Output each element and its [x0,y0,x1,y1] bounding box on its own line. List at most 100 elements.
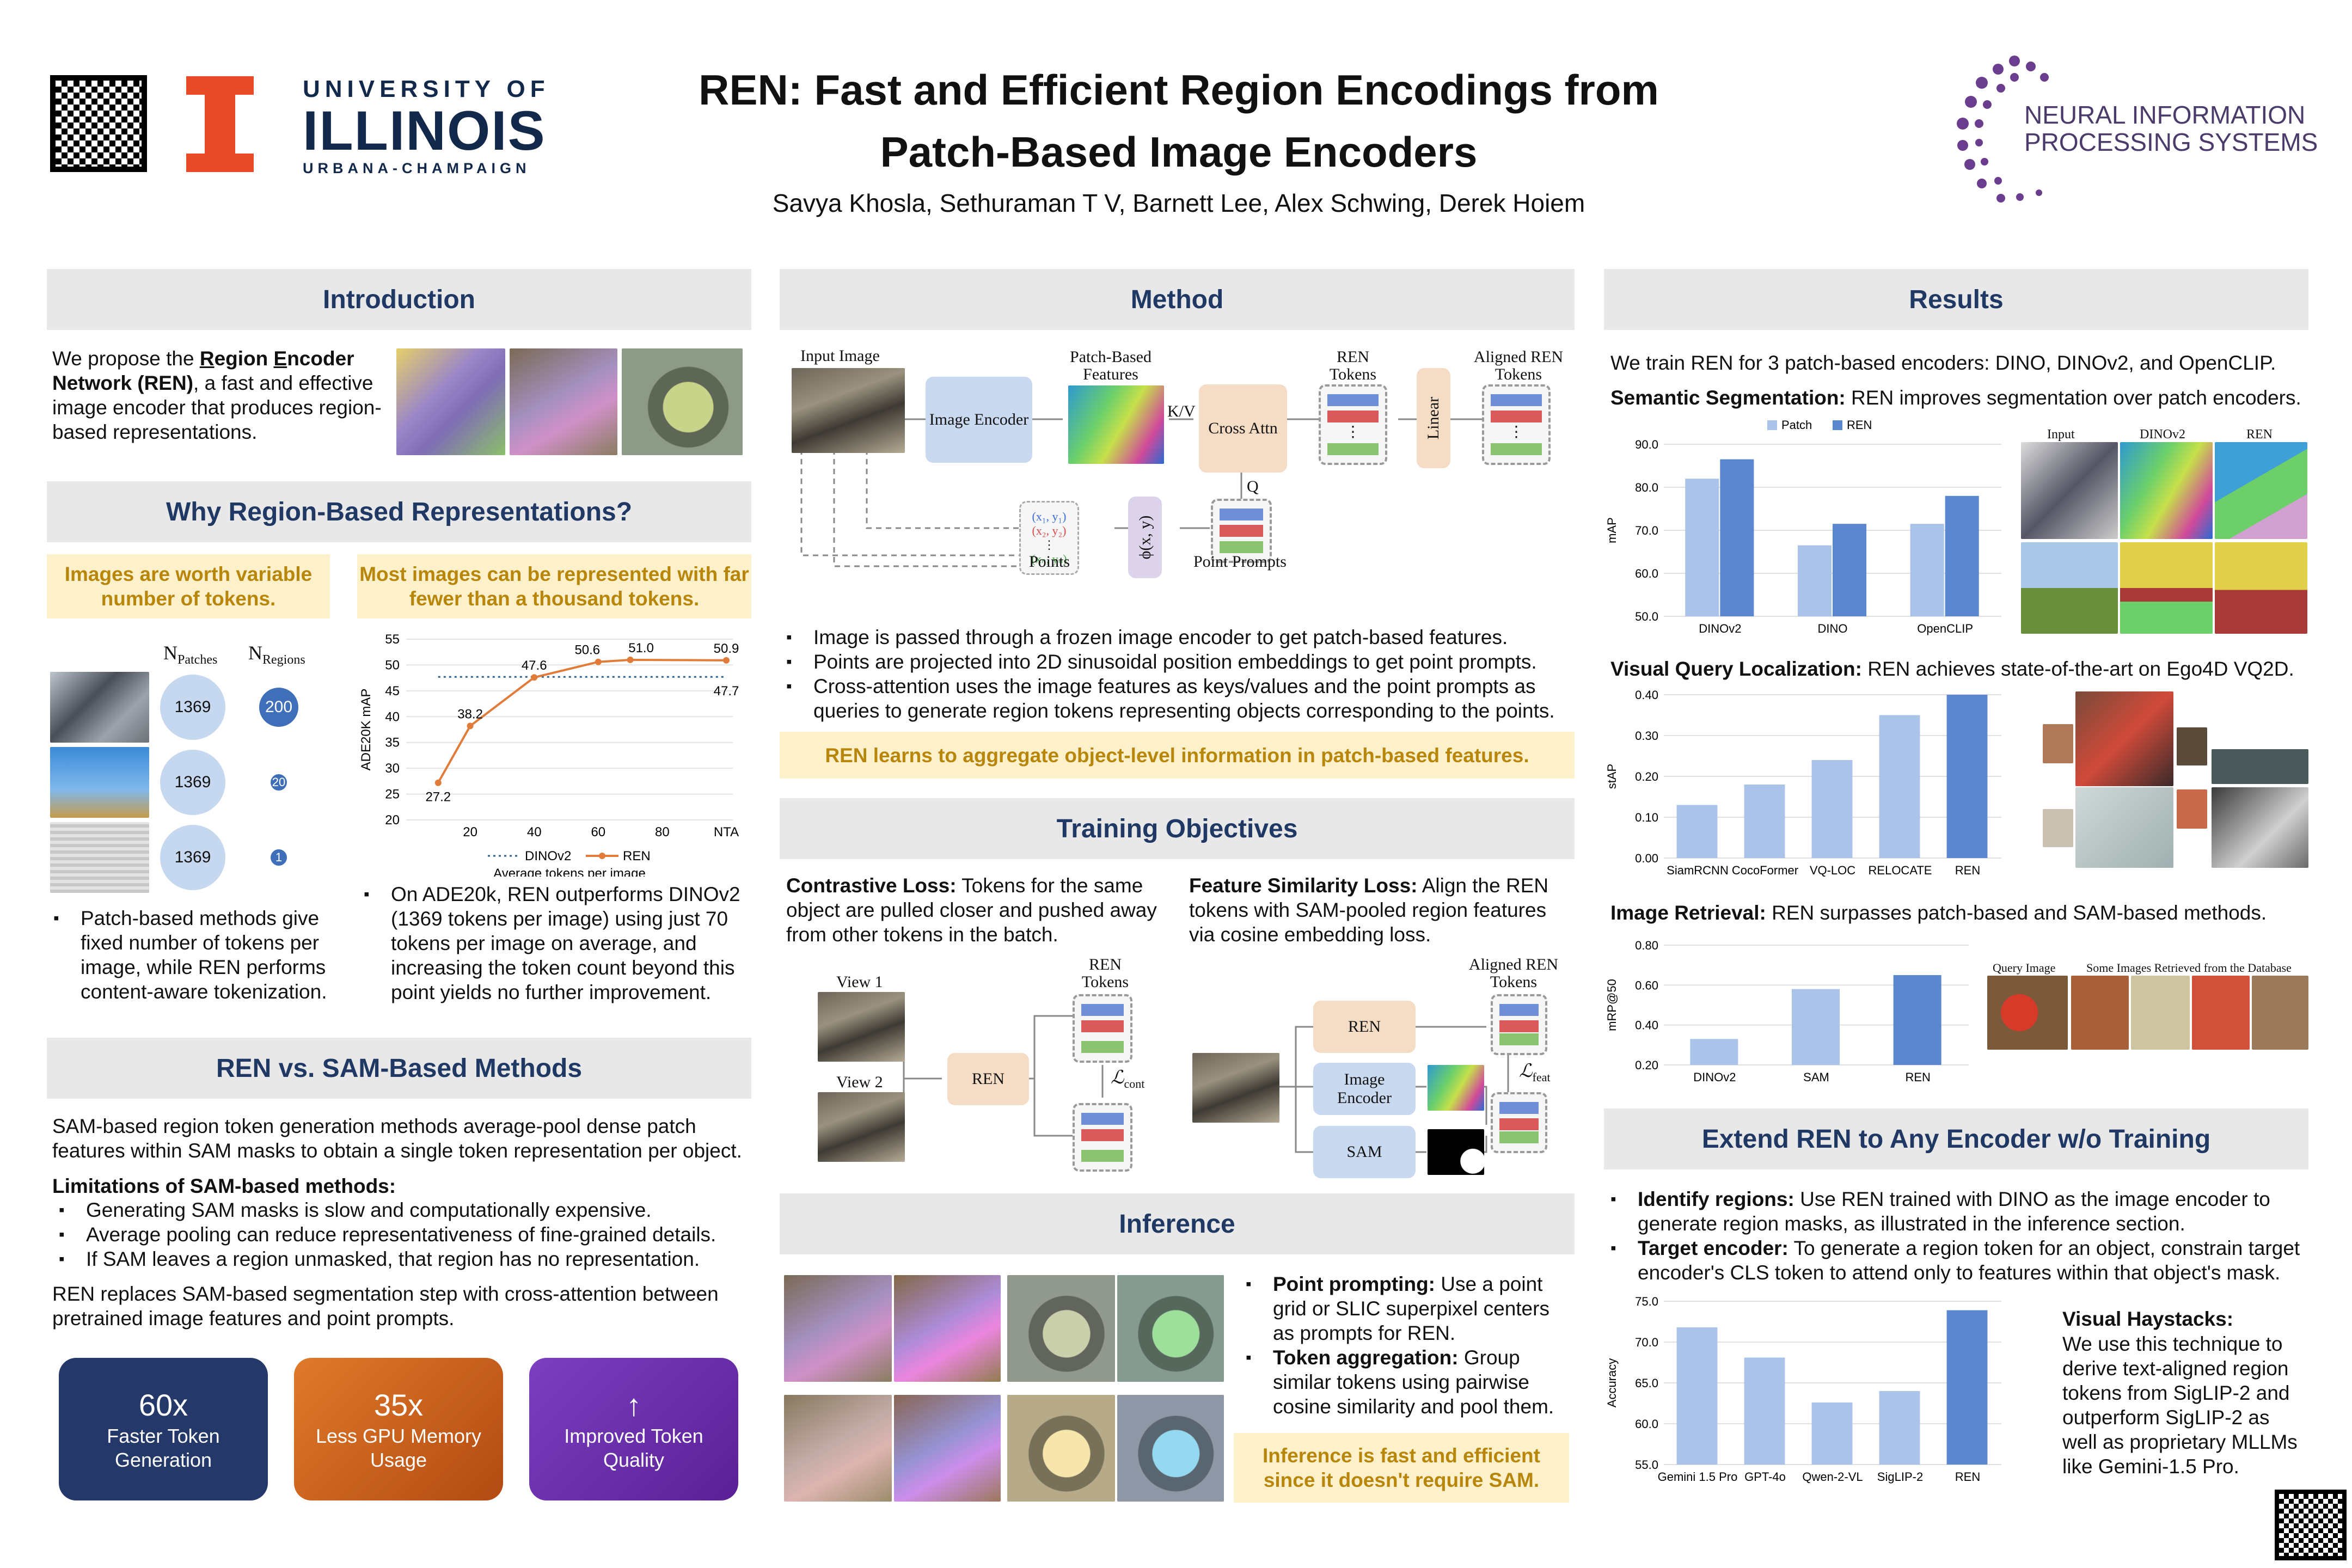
l-cont-sym: ℒ [1111,1068,1124,1088]
y-tick-label: 25 [385,787,400,802]
why-bullet-right-list: On ADE20k, REN outperforms DINOv2 (1369 … [357,882,751,1004]
why-image-blank [50,822,149,893]
authors: Savya Khosla, Sethuraman T V, Barnett Le… [772,189,1585,217]
ret-caption: Image Retrieval: REN surpasses patch-bas… [1610,901,2307,925]
legend-swatch [1767,420,1777,430]
ren-tokens-label: REN Tokens [1329,348,1377,383]
seg-ren-2 [2215,542,2307,634]
legend-ren-label: REN [623,849,651,863]
view2-image [818,1092,905,1162]
intro-ncoder: ncoder [287,347,354,370]
title-line1: REN: Fast and Efficient Region Encodings… [699,66,1659,114]
bar-ren [1946,1310,1988,1465]
why-callout-right: Most images can be represented with far … [357,554,751,618]
sam-limit-1: Generating SAM masks is slow and computa… [52,1198,755,1222]
contrastive-diagram: View 1 View 2 REN REN Tokens ℒcont [784,956,1176,1174]
bar-siglip-2 [1879,1391,1920,1465]
neurips-line1: NEURAL INFORMATION [2024,101,2306,129]
bar-dinov2 [1690,1039,1738,1065]
card-quality-arrow-icon: ↑ [626,1388,641,1422]
ret-query-label: Query Image [1993,961,2056,975]
inference-callout: Inference is fast and efficient since it… [1234,1433,1569,1503]
vq-image-5 [2043,809,2073,847]
uiuc-line1: UNIVERSITY OF [303,76,550,102]
bar-dino [1833,524,1867,616]
ren-point [595,658,602,665]
bar-siamrcnn [1676,805,1718,858]
neurips-wordmark: NEURAL INFORMATION PROCESSING SYSTEMS [2024,101,2318,156]
ren-point [434,779,442,786]
y-tick-label: 60.0 [1635,567,1658,580]
y-tick-label: 0.40 [1635,688,1658,702]
y-tick-label: 45 [385,684,400,699]
y-tick-label: 0.40 [1635,1019,1658,1032]
inference-cat-1 [784,1275,892,1382]
contrastive-tokens-label: REN Tokens [1081,955,1129,991]
method-diagram: Input Image Image Encoder Patch-Based Fe… [780,338,1575,578]
regions-count: 200 [265,698,293,716]
ade20k-chart-svg: 20 25 30 35 40 45 50 55 20 40 60 80 NTA Average token… [359,632,739,881]
feature-mask-image [1428,1129,1484,1175]
neurips-line2: PROCESSING SYSTEMS [2024,128,2318,156]
ren-tokens-stack: ⋮ [1319,384,1387,465]
bar-vq-loc [1811,760,1853,858]
x-tick-label: Gemini 1.5 Pro [1658,1470,1738,1484]
card-quality-small: Improved Token Quality [564,1425,703,1471]
y-axis-label: mRP@50 [1605,979,1619,1031]
regions-circle: 1 [271,849,287,866]
legend-label: REN [1847,418,1872,432]
bar-dino [1797,545,1832,616]
vq-chart: 0.00 0.10 0.20 0.30 0.40 stAP SiamRCNN CocoForm… [1604,684,2018,891]
image-encoder-box: Image Encoder [926,377,1032,463]
inference-cat-4 [894,1395,1001,1502]
bar-dinov2 [1720,459,1754,616]
method-bullet-1: Image is passed through a frozen image e… [780,625,1575,650]
intro-image-tire [622,348,743,455]
regions-circle: 20 [271,774,287,791]
intro-heading: Introduction [47,269,751,330]
ren-value-label: 27.2 [425,790,451,805]
x-axis-label: Average tokens per image [493,866,646,877]
x-tick-label: 60 [591,825,605,840]
feature-diagram: REN Image Encoder SAM Aligned REN Tokens… [1187,956,1579,1185]
inference-b2-title: Token aggregation: [1273,1346,1459,1369]
y-tick-label: 70.0 [1635,524,1658,537]
bar-openclip [1910,524,1944,616]
bar-relocate [1879,715,1920,858]
y-tick-label: 50 [385,658,400,672]
inference-tire-1 [1007,1275,1115,1382]
qr-code-right [2275,1490,2347,1560]
q-label: Q [1247,477,1259,495]
y-axis-label: Accuracy [1605,1358,1619,1407]
extend-b1-text: Use REN trained with DINO as the image e… [1638,1188,2270,1235]
x-tick-label: REN [1955,863,1980,877]
input-image-label: Input Image [800,347,880,365]
contrastive-desc: Tokens for the same object are pulled cl… [786,874,1157,946]
inference-b2-text: Group similar tokens using pairwise cosi… [1273,1346,1554,1418]
uiuc-wordmark: UNIVERSITY OF ILLINOIS URBANA-CHAMPAIGN [303,76,550,177]
contrastive-tokens-2 [1073,1103,1132,1172]
bar-cocoformer [1744,785,1785,858]
why-bullet-right: On ADE20k, REN outperforms DINOv2 (1369 … [357,882,751,1004]
vq-image-4 [2212,749,2308,784]
extend-bullet-1: Identify regions: Use REN trained with D… [1604,1187,2308,1236]
bar-ren [1946,695,1988,858]
bar-dinov2 [1685,479,1719,616]
feature-text: Feature Similarity Loss: Align the REN t… [1189,873,1570,947]
legend-swatch [1833,420,1842,430]
vq-image-6 [2075,787,2173,868]
intro-net: Network (REN) [52,372,194,394]
results-heading: Results [1604,269,2308,330]
inference-bullets: Point prompting: Use a point grid or SLI… [1239,1272,1568,1419]
y-tick-label: 0.10 [1635,811,1658,824]
y-tick-label: 90.0 [1635,438,1658,451]
ret-db-image-2 [2131,976,2190,1050]
bar-qwen-2-vl [1811,1402,1853,1465]
y-tick-label: 75.0 [1635,1295,1658,1308]
x-tick-label: SiamRCNN [1667,863,1729,877]
inference-tire-4 [1117,1395,1224,1502]
y-tick-label: 0.00 [1635,852,1658,865]
inference-b1-title: Point prompting: [1273,1273,1435,1295]
intro-image-cat [510,348,617,455]
point-coord-3: (xₙ, yₙ) [1031,552,1067,566]
